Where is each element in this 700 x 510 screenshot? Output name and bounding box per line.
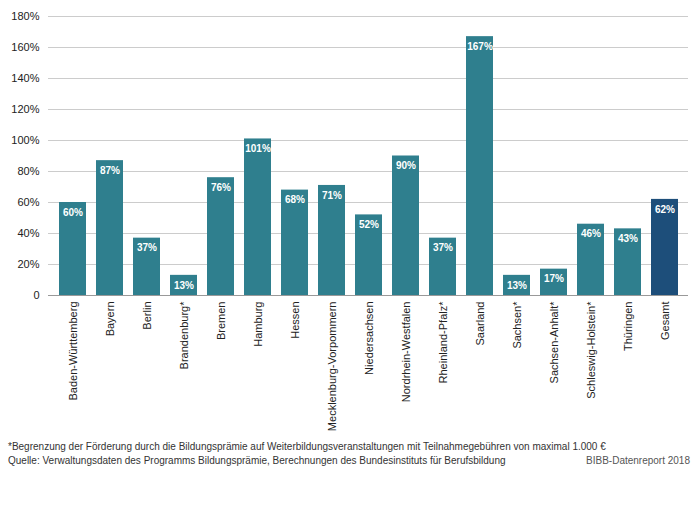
- svg-text:40%: 40%: [17, 227, 39, 239]
- svg-text:87%: 87%: [100, 165, 120, 176]
- svg-text:20%: 20%: [17, 258, 39, 270]
- svg-text:13%: 13%: [507, 280, 527, 291]
- svg-text:Gesamt: Gesamt: [659, 302, 671, 341]
- svg-text:167%: 167%: [467, 41, 493, 52]
- svg-text:0: 0: [33, 289, 39, 301]
- svg-text:100%: 100%: [11, 134, 39, 146]
- svg-text:13%: 13%: [174, 280, 194, 291]
- svg-text:Nordrhein-Westfalen: Nordrhein-Westfalen: [400, 302, 412, 403]
- svg-text:Saarland: Saarland: [474, 302, 486, 346]
- svg-text:Mecklenburg-Vorpommern: Mecklenburg-Vorpommern: [326, 302, 338, 432]
- svg-text:80%: 80%: [17, 165, 39, 177]
- svg-text:Berlin: Berlin: [141, 302, 153, 330]
- svg-text:Thüringen: Thüringen: [622, 302, 634, 352]
- svg-text:120%: 120%: [11, 103, 39, 115]
- svg-text:Bremen: Bremen: [215, 302, 227, 341]
- svg-text:90%: 90%: [396, 160, 416, 171]
- svg-text:76%: 76%: [211, 182, 231, 193]
- svg-text:Sachsen*: Sachsen*: [511, 301, 523, 349]
- svg-text:37%: 37%: [433, 242, 453, 253]
- svg-text:101%: 101%: [245, 143, 271, 154]
- svg-text:180%: 180%: [11, 10, 39, 22]
- svg-text:Hessen: Hessen: [289, 302, 301, 339]
- svg-text:Sachsen-Anhalt*: Sachsen-Anhalt*: [548, 301, 560, 384]
- svg-text:60%: 60%: [17, 196, 39, 208]
- svg-text:52%: 52%: [359, 219, 379, 230]
- svg-text:Rheinland-Pfalz*: Rheinland-Pfalz*: [437, 301, 449, 384]
- svg-text:60%: 60%: [63, 207, 83, 218]
- html-text:BIBB-Datenreport 2018: BIBB-Datenreport 2018: [586, 455, 690, 466]
- svg-text:62%: 62%: [655, 204, 675, 215]
- svg-text:160%: 160%: [11, 41, 39, 53]
- svg-text:71%: 71%: [322, 190, 342, 201]
- svg-text:46%: 46%: [581, 228, 601, 239]
- html-text:Quelle: Verwaltungsdaten des P: Quelle: Verwaltungsdaten des Programms B…: [8, 455, 506, 466]
- svg-text:Hamburg: Hamburg: [252, 302, 264, 347]
- svg-text:Schleswig-Holstein*: Schleswig-Holstein*: [585, 301, 597, 399]
- svg-text:Baden-Württemberg: Baden-Württemberg: [67, 302, 79, 401]
- svg-text:140%: 140%: [11, 72, 39, 84]
- html-text:*Begrenzung der Förderung durc: *Begrenzung der Förderung durch die Bild…: [8, 441, 606, 452]
- svg-text:Brandenburg*: Brandenburg*: [178, 301, 190, 370]
- svg-text:43%: 43%: [618, 233, 638, 244]
- svg-text:Bayern: Bayern: [104, 302, 116, 337]
- svg-text:Niedersachsen: Niedersachsen: [363, 302, 375, 375]
- svg-text:37%: 37%: [137, 242, 157, 253]
- svg-text:17%: 17%: [544, 273, 564, 284]
- svg-text:68%: 68%: [285, 194, 305, 205]
